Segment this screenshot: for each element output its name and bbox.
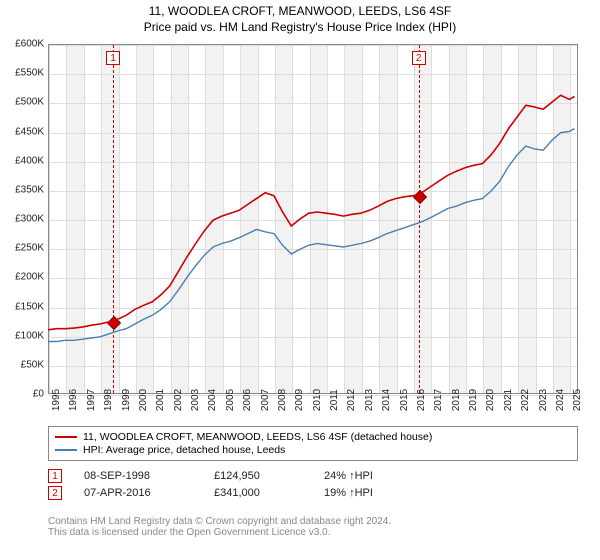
x-tick-label: 2020 [485, 389, 496, 411]
x-tick-label: 2016 [416, 389, 427, 411]
footer-line-1: Contains HM Land Registry data © Crown c… [48, 516, 391, 527]
x-tick-label: 1997 [86, 389, 97, 411]
series-hpi [48, 129, 575, 342]
footer-line-2: This data is licensed under the Open Gov… [48, 527, 391, 538]
series-property [48, 95, 575, 329]
x-tick-label: 2001 [155, 389, 166, 411]
y-tick-label: £500K [15, 97, 44, 108]
footer: Contains HM Land Registry data © Crown c… [48, 516, 391, 538]
page-title-2: Price paid vs. HM Land Registry's House … [0, 20, 600, 34]
sale-marker-ref: 1 [48, 469, 62, 483]
y-tick-label: £150K [15, 301, 44, 312]
sale-row: 1 08-SEP-1998£124,95024% HPI [48, 469, 434, 483]
x-tick-label: 2005 [225, 389, 236, 411]
x-tick-label: 1998 [103, 389, 114, 411]
sale-marker-ref: 2 [48, 486, 62, 500]
page-title-1: 11, WOODLEA CROFT, MEANWOOD, LEEDS, LS6 … [0, 4, 600, 18]
x-tick-label: 2012 [346, 389, 357, 411]
x-tick-label: 1999 [121, 389, 132, 411]
y-tick-label: £550K [15, 68, 44, 79]
x-tick-label: 2019 [468, 389, 479, 411]
x-tick-label: 2003 [190, 389, 201, 411]
legend-row: HPI: Average price, detached house, Leed… [55, 444, 571, 456]
x-tick-label: 2002 [173, 389, 184, 411]
x-tick-label: 2007 [260, 389, 271, 411]
x-tick-label: 2014 [381, 389, 392, 411]
legend-label: 11, WOODLEA CROFT, MEANWOOD, LEEDS, LS6 … [83, 431, 432, 443]
sale-hpi-diff: 24% HPI [324, 470, 434, 482]
x-tick-label: 2010 [312, 389, 323, 411]
x-tick-label: 2017 [433, 389, 444, 411]
x-tick-label: 2018 [451, 389, 462, 411]
sale-price: £124,950 [214, 470, 324, 482]
y-tick-label: £400K [15, 155, 44, 166]
x-tick-label: 2013 [364, 389, 375, 411]
legend: 11, WOODLEA CROFT, MEANWOOD, LEEDS, LS6 … [48, 426, 578, 461]
x-tick-label: 2006 [242, 389, 253, 411]
y-tick-label: £450K [15, 126, 44, 137]
x-tick-label: 2025 [572, 389, 583, 411]
chart: 12 1995199619971998199920002001200220032… [48, 44, 578, 394]
y-tick-label: £350K [15, 184, 44, 195]
legend-swatch [55, 449, 77, 451]
x-tick-label: 2015 [399, 389, 410, 411]
sale-row: 2 07-APR-2016£341,00019% HPI [48, 486, 434, 500]
sale-date: 07-APR-2016 [84, 487, 214, 499]
sale-date: 08-SEP-1998 [84, 470, 214, 482]
x-tick-label: 2000 [138, 389, 149, 411]
x-tick-label: 2011 [329, 389, 340, 411]
y-tick-label: £100K [15, 330, 44, 341]
y-tick-label: £0 [33, 389, 44, 400]
y-tick-label: £600K [15, 39, 44, 50]
y-tick-label: £200K [15, 272, 44, 283]
x-tick-label: 2004 [207, 389, 218, 411]
x-tick-label: 1996 [68, 389, 79, 411]
x-tick-label: 2023 [538, 389, 549, 411]
y-tick-label: £250K [15, 243, 44, 254]
x-tick-label: 1995 [51, 389, 62, 411]
y-tick-label: £50K [21, 359, 44, 370]
sale-hpi-diff: 19% HPI [324, 487, 434, 499]
x-tick-label: 2009 [294, 389, 305, 411]
x-tick-label: 2021 [503, 389, 514, 411]
x-tick-label: 2022 [520, 389, 531, 411]
y-tick-label: £300K [15, 214, 44, 225]
x-tick-label: 2024 [555, 389, 566, 411]
sales-table: 1 08-SEP-1998£124,95024% HPI 2 07-APR-2016£… [48, 466, 434, 503]
legend-swatch [55, 436, 77, 438]
sale-price: £341,000 [214, 487, 324, 499]
legend-label: HPI: Average price, detached house, Leed… [83, 444, 285, 456]
x-tick-label: 2008 [277, 389, 288, 411]
legend-row: 11, WOODLEA CROFT, MEANWOOD, LEEDS, LS6 … [55, 431, 571, 443]
